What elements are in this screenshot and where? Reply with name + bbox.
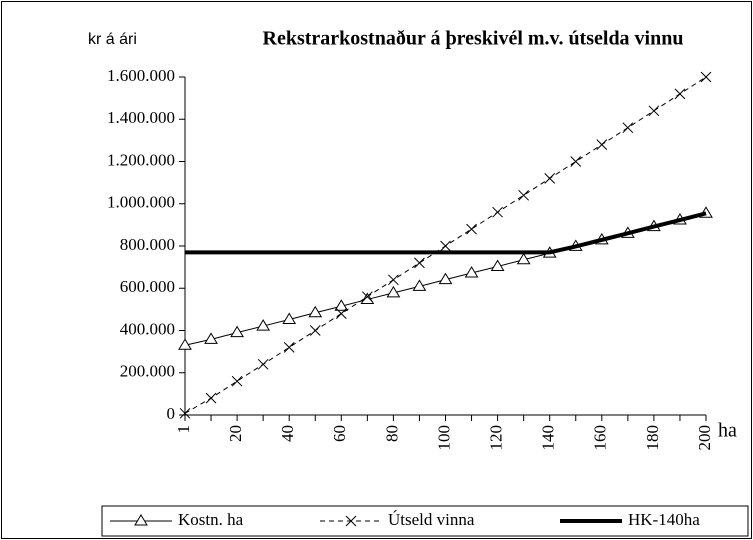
x-tick-label: 120 [487, 425, 506, 451]
marker-x [622, 122, 634, 134]
marker-triangle [308, 305, 323, 318]
marker-x [231, 375, 243, 387]
marker-x [440, 240, 451, 252]
marker-x [648, 105, 660, 117]
series-line [185, 211, 707, 255]
marker-x [283, 342, 295, 353]
x-tick-label: 60 [330, 425, 349, 442]
y-axis-label: kr á ári [88, 31, 137, 48]
x-tick-label: 80 [382, 425, 401, 442]
y-tick-label: 200.000 [120, 362, 175, 381]
x-tick-label: 40 [278, 425, 297, 442]
marker-x [466, 223, 477, 235]
legend-box [101, 505, 749, 537]
y-tick-label: 0 [167, 404, 176, 423]
marker-x [345, 515, 357, 527]
marker-triangle [204, 332, 218, 344]
x-tick-label: 140 [539, 425, 558, 451]
marker-x [361, 291, 373, 303]
x-tick-label: 160 [591, 425, 610, 451]
y-tick-label: 800.000 [120, 235, 175, 254]
x-tick-label: 180 [643, 425, 662, 451]
marker-triangle [386, 285, 401, 298]
marker-x [335, 308, 347, 319]
marker-x [570, 156, 582, 167]
marker-x [388, 274, 399, 286]
x-axis-label: ha [718, 420, 737, 442]
y-tick-label: 1.600.000 [107, 66, 175, 85]
marker-triangle [334, 299, 349, 311]
marker-triangle [360, 292, 375, 304]
x-tick-label: 1 [174, 425, 193, 434]
marker-x [518, 189, 530, 201]
marker-triangle [230, 325, 244, 338]
marker-triangle [464, 266, 479, 278]
legend-label: HK-140ha [628, 510, 700, 529]
marker-x [205, 392, 217, 404]
marker-x [309, 325, 321, 336]
y-tick-label: 600.000 [120, 277, 175, 296]
marker-x [492, 206, 503, 218]
legend-label: Útseld vinna [388, 510, 475, 529]
marker-triangle [412, 279, 427, 291]
legend-label: Kostn. ha [178, 510, 244, 529]
marker-x [674, 88, 686, 100]
marker-triangle [134, 514, 148, 526]
x-tick-label: 20 [226, 425, 245, 442]
marker-triangle [438, 272, 453, 285]
y-tick-label: 1.200.000 [107, 150, 175, 169]
marker-triangle [178, 338, 192, 350]
marker-triangle [490, 259, 505, 271]
marker-triangle [256, 319, 271, 331]
y-tick-label: 400.000 [120, 319, 175, 338]
marker-x [700, 71, 712, 83]
marker-x [414, 257, 425, 269]
marker-triangle [516, 252, 531, 265]
marker-triangle [282, 312, 297, 325]
marker-x [257, 358, 269, 370]
marker-x [544, 173, 556, 184]
x-tick-label: 100 [434, 425, 453, 451]
y-tick-label: 1.400.000 [107, 108, 175, 127]
chart-title: Rekstrarkostnaður á þreskivél m.v. útsel… [263, 28, 684, 50]
x-tick-label: 200 [695, 425, 714, 451]
y-tick-label: 1.000.000 [107, 193, 175, 212]
marker-x [179, 407, 191, 419]
marker-x [596, 139, 608, 150]
